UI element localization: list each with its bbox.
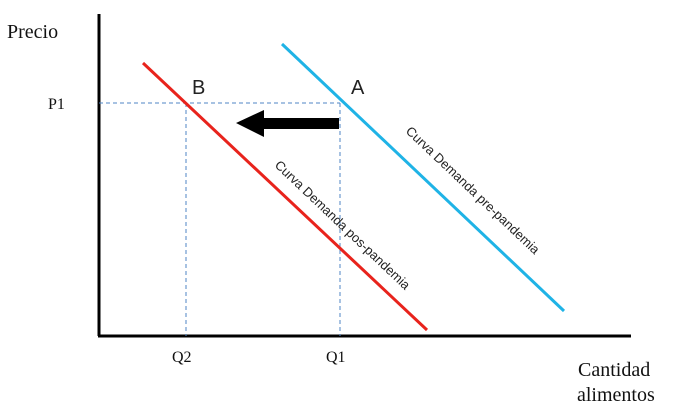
curve-label-pre-pandemia: Curva Demanda pre-pandemia [403, 123, 543, 257]
p1-tick-label: P1 [48, 96, 65, 113]
shift-arrow [236, 110, 339, 137]
shift-arrow-shaft [262, 118, 339, 129]
demand-curve-pos-pandemia [141, 61, 429, 332]
point-label-a: A [351, 77, 365, 99]
demand-curve-pre-pandemia [280, 42, 566, 313]
q2-tick-label: Q2 [172, 349, 192, 366]
y-axis-label: Precio [7, 21, 58, 43]
curve-label-pos-pandemia: Curva Demanda pos-pandemia [272, 157, 414, 293]
q1-tick-label: Q1 [326, 349, 346, 366]
point-label-b: B [192, 77, 205, 99]
x-axis-label-line2: alimentos [577, 384, 655, 404]
shift-arrow-head [236, 110, 264, 137]
x-axis-label-line1: Cantidad [578, 359, 650, 381]
